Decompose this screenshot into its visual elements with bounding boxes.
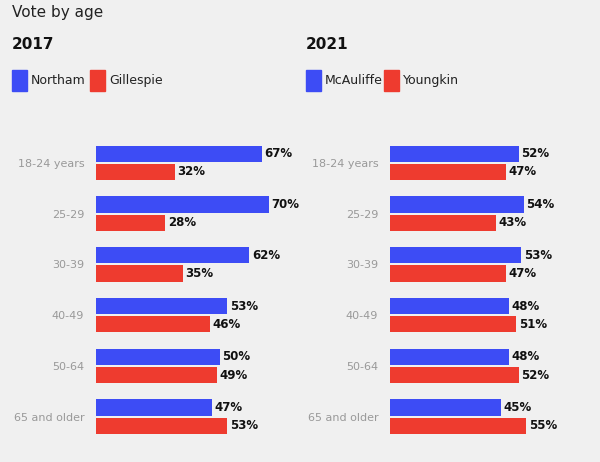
Text: 50%: 50% [222, 350, 250, 363]
Text: 48%: 48% [511, 350, 539, 363]
Bar [96, 418, 227, 434]
Bar [390, 400, 502, 416]
Text: 53%: 53% [230, 419, 258, 432]
Text: 51%: 51% [519, 318, 547, 331]
Text: Youngkin: Youngkin [403, 74, 459, 87]
Bar [96, 298, 227, 314]
Bar [390, 265, 506, 282]
Text: 2017: 2017 [12, 37, 55, 52]
Text: 47%: 47% [509, 165, 537, 178]
Text: 48%: 48% [511, 299, 539, 312]
Bar [96, 400, 212, 416]
Bar [96, 164, 175, 180]
Text: 46%: 46% [212, 318, 241, 331]
Text: 32%: 32% [178, 165, 206, 178]
Bar [390, 196, 524, 213]
Bar [96, 196, 269, 213]
Text: 53%: 53% [524, 249, 552, 262]
Text: 43%: 43% [499, 216, 527, 229]
Bar [390, 164, 506, 180]
Text: 54%: 54% [526, 198, 554, 211]
Text: Northam: Northam [31, 74, 86, 87]
Text: 35%: 35% [185, 267, 213, 280]
Text: 2021: 2021 [306, 37, 349, 52]
Text: 47%: 47% [509, 267, 537, 280]
Bar [390, 418, 526, 434]
Bar [390, 316, 516, 333]
Text: McAuliffe: McAuliffe [325, 74, 383, 87]
Bar [96, 215, 166, 231]
Bar [390, 367, 519, 383]
Bar [390, 215, 496, 231]
Text: 55%: 55% [529, 419, 557, 432]
Text: 53%: 53% [230, 299, 258, 312]
Text: Gillespie: Gillespie [109, 74, 163, 87]
Bar [96, 247, 250, 263]
Text: 45%: 45% [504, 401, 532, 414]
Bar [390, 146, 519, 162]
Text: 49%: 49% [220, 369, 248, 382]
Bar [390, 298, 509, 314]
Bar [96, 349, 220, 365]
Text: 47%: 47% [215, 401, 243, 414]
Text: 52%: 52% [521, 369, 550, 382]
Text: 70%: 70% [272, 198, 300, 211]
Text: 52%: 52% [521, 147, 550, 160]
Text: Vote by age: Vote by age [12, 5, 103, 19]
Bar [96, 367, 217, 383]
Text: 28%: 28% [168, 216, 196, 229]
Bar [96, 316, 210, 333]
Bar [390, 247, 521, 263]
Bar [390, 349, 509, 365]
Bar [96, 146, 262, 162]
Text: 62%: 62% [252, 249, 280, 262]
Bar [96, 265, 182, 282]
Text: 67%: 67% [265, 147, 292, 160]
